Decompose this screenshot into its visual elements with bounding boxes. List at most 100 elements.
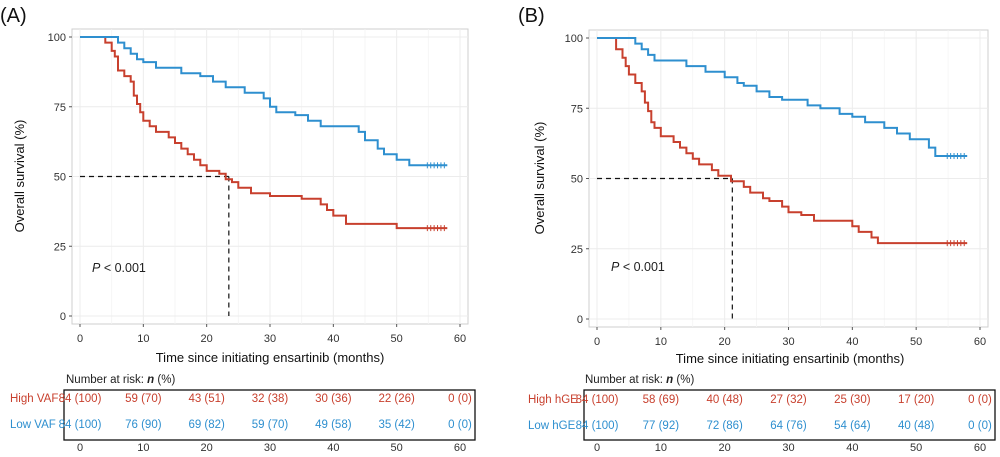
x-tick-label: 20	[719, 336, 731, 348]
p-value-text: < 0.001	[619, 260, 665, 274]
y-axis-title: Overall survival (%)	[532, 122, 547, 235]
x-tick-label: 50	[391, 333, 403, 345]
risk-x-tick-label: 30	[782, 442, 794, 454]
x-tick-label: 10	[655, 336, 667, 348]
x-tick-label: 40	[327, 333, 339, 345]
risk-x-tick-label: 60	[974, 442, 986, 454]
risk-cell: 84 (100)	[59, 393, 102, 405]
panel-label: (B)	[518, 5, 545, 27]
censor-marks	[946, 153, 965, 160]
x-tick-label: 60	[974, 336, 986, 348]
survival-curve-high-vaf	[80, 36, 448, 230]
risk-x-tick-label: 50	[910, 442, 922, 454]
risk-x-tick-label: 0	[594, 442, 600, 454]
risk-cell: 58 (69)	[643, 394, 680, 406]
censor-marks	[946, 240, 965, 247]
risk-x-tick-label: 0	[77, 442, 83, 454]
risk-table-title: Number at risk: n (%)	[585, 374, 694, 386]
risk-cell: 76 (90)	[125, 419, 162, 431]
risk-table-box	[63, 389, 476, 441]
risk-title-prefix: Number at risk:	[585, 374, 666, 386]
risk-cell: 17 (20)	[898, 394, 935, 406]
censor-marks	[426, 162, 445, 169]
risk-title-suffix: (%)	[673, 374, 694, 386]
risk-cell: 77 (92)	[643, 420, 680, 432]
p-value-text: < 0.001	[100, 261, 146, 275]
risk-x-tick-label: 20	[719, 442, 731, 454]
risk-x-tick-label: 60	[454, 442, 466, 454]
risk-cell: 35 (42)	[378, 419, 415, 431]
x-tick-label: 30	[264, 333, 276, 345]
y-axis-title: Overall survival (%)	[12, 120, 27, 233]
survival-curve-high-hge	[597, 37, 968, 245]
x-tick-label: 10	[137, 333, 149, 345]
risk-table: Number at risk: n (%)High VAF 84 (100) 59 …	[10, 374, 476, 454]
y-tick-label: 100	[565, 33, 583, 45]
censor-marks	[426, 225, 445, 232]
risk-x-tick-label: 40	[327, 442, 339, 454]
risk-cell: 0 (0)	[968, 420, 992, 432]
risk-cell: 49 (58)	[315, 419, 352, 431]
risk-cell: 22 (26)	[378, 393, 415, 405]
risk-x-tick-label: 50	[391, 442, 403, 454]
risk-cell: 25 (30)	[834, 394, 871, 406]
risk-cell: 0 (0)	[448, 393, 472, 405]
risk-cell: 72 (86)	[706, 420, 743, 432]
risk-cell: 40 (48)	[898, 420, 935, 432]
p-symbol: P	[92, 261, 101, 275]
y-tick-label: 0	[60, 311, 66, 323]
panel-label: (A)	[0, 5, 27, 27]
risk-title-n: n	[147, 374, 154, 386]
risk-x-tick-label: 20	[201, 442, 213, 454]
x-tick-label: 40	[846, 336, 858, 348]
risk-cell: 0 (0)	[448, 419, 472, 431]
x-tick-label: 30	[782, 336, 794, 348]
risk-cell: 0 (0)	[968, 394, 992, 406]
risk-title-suffix: (%)	[154, 374, 175, 386]
risk-cell: 40 (48)	[706, 394, 743, 406]
risk-cell: 43 (51)	[188, 393, 225, 405]
risk-row-label: Low hGE	[528, 420, 576, 432]
risk-cell: 84 (100)	[59, 419, 102, 431]
y-tick-label: 25	[571, 244, 583, 256]
p-value: P < 0.001	[92, 261, 146, 275]
y-tick-label: 75	[571, 103, 583, 115]
x-axis-title: Time since initiating ensartinib (months…	[676, 351, 905, 366]
risk-title-prefix: Number at risk:	[66, 374, 147, 386]
risk-row-label: High hGE	[528, 394, 578, 406]
risk-x-tick-label: 40	[846, 442, 858, 454]
risk-title-n: n	[666, 374, 673, 386]
risk-cell: 59 (70)	[125, 393, 162, 405]
risk-cell: 54 (64)	[834, 420, 871, 432]
p-symbol: P	[611, 260, 620, 274]
x-tick-label: 20	[201, 333, 213, 345]
risk-cell: 84 (100)	[576, 394, 619, 406]
km-panel-1: (A) 0 25 50 75 100 0 10 20 30 40 50 60 Time since ini…	[0, 5, 476, 454]
risk-cell: 64 (76)	[770, 420, 807, 432]
y-tick-label: 0	[577, 314, 583, 326]
survival-curve-low-hge	[597, 37, 968, 157]
risk-cell: 27 (32)	[770, 394, 807, 406]
risk-cell: 84 (100)	[576, 420, 619, 432]
survival-curve-low-vaf	[80, 36, 448, 167]
risk-table-title: Number at risk: n (%)	[66, 374, 175, 386]
risk-row-label: High VAF	[10, 393, 58, 405]
x-axis-title: Time since initiating ensartinib (months…	[156, 350, 385, 365]
x-tick-label: 60	[454, 333, 466, 345]
risk-cell: 69 (82)	[188, 419, 225, 431]
risk-x-tick-label: 10	[137, 442, 149, 454]
y-tick-label: 50	[571, 174, 583, 186]
risk-cell: 32 (38)	[252, 393, 289, 405]
y-tick-label: 75	[54, 102, 66, 114]
y-tick-label: 25	[54, 241, 66, 253]
risk-row-label: Low VAF	[10, 419, 56, 431]
risk-x-tick-label: 30	[264, 442, 276, 454]
x-tick-label: 0	[594, 336, 600, 348]
risk-table-box	[583, 389, 996, 441]
risk-x-tick-label: 10	[655, 442, 667, 454]
p-value: P < 0.001	[611, 260, 665, 274]
y-tick-label: 100	[48, 32, 66, 44]
